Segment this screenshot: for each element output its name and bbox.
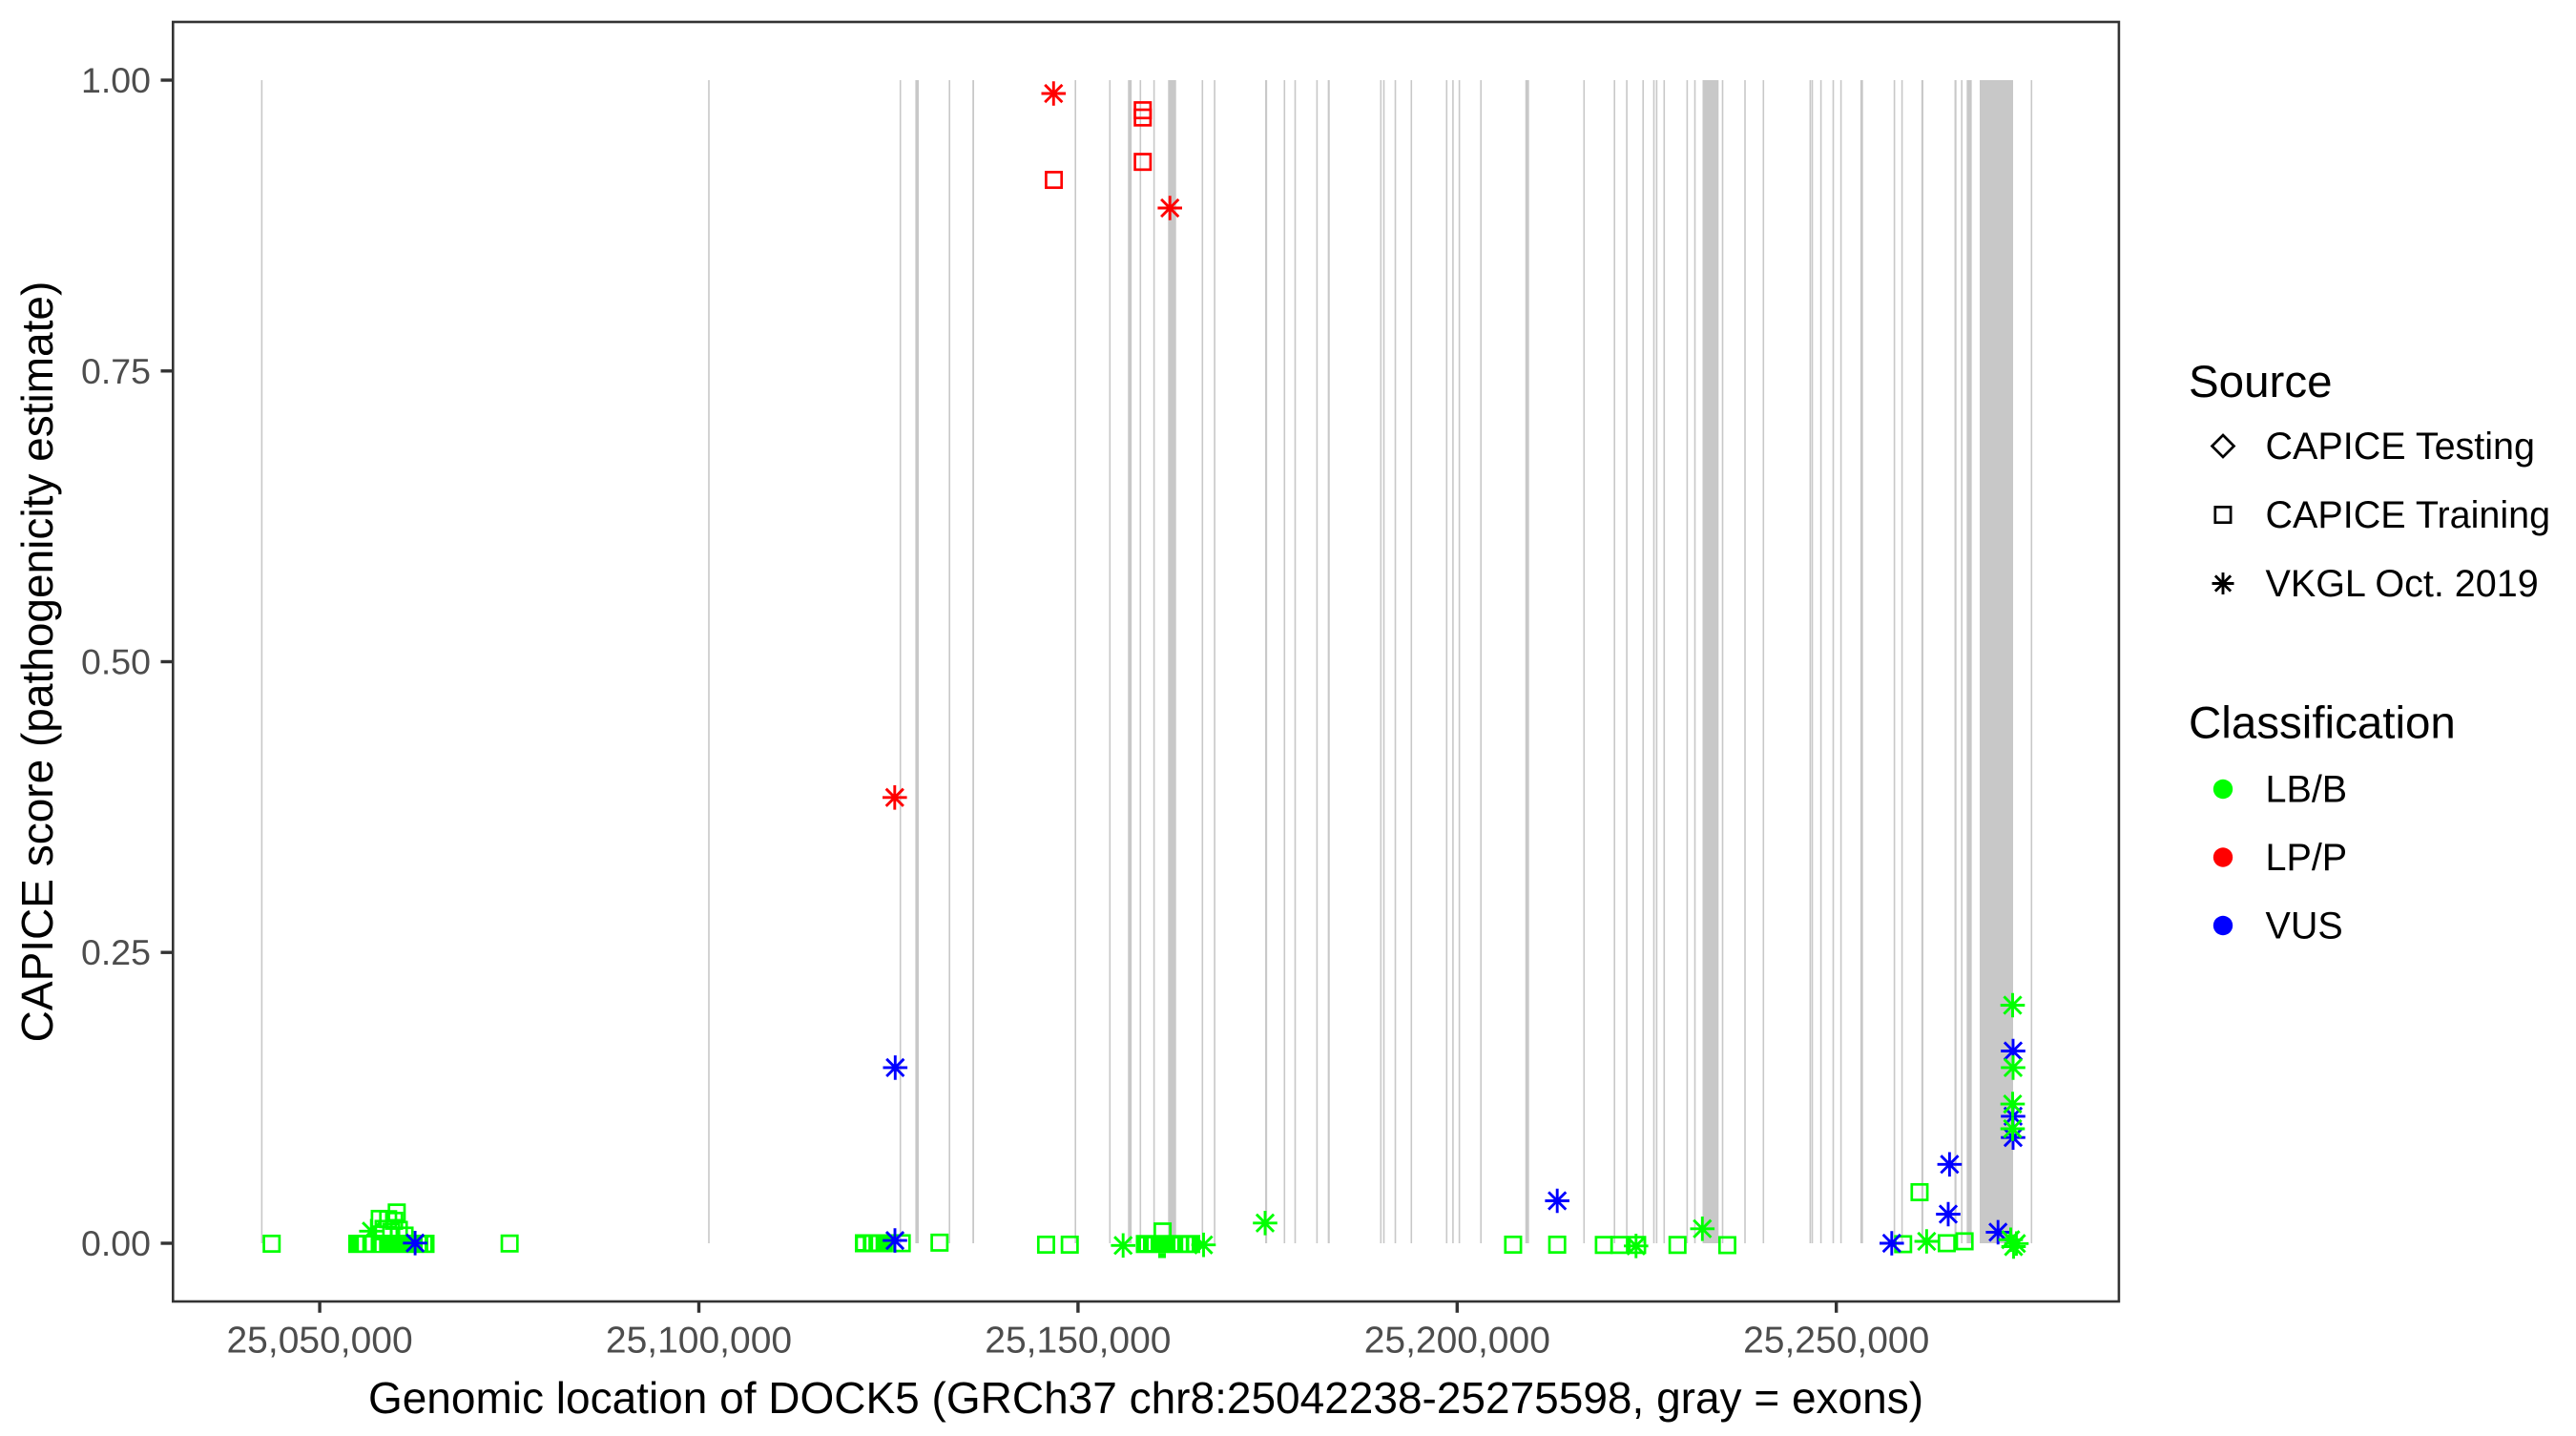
svg-text:25,150,000: 25,150,000 — [985, 1321, 1171, 1362]
svg-text:LP/P: LP/P — [2266, 837, 2348, 879]
svg-text:CAPICE score (pathogenicity es: CAPICE score (pathogenicity estimate) — [12, 281, 62, 1043]
svg-text:Classification: Classification — [2189, 698, 2456, 749]
svg-text:VUS: VUS — [2266, 905, 2343, 947]
svg-text:0.75: 0.75 — [81, 351, 151, 391]
svg-text:Genomic location of DOCK5 (GRC: Genomic location of DOCK5 (GRCh37 chr8:2… — [368, 1373, 1923, 1423]
svg-text:Source: Source — [2189, 357, 2333, 407]
svg-text:CAPICE Testing: CAPICE Testing — [2266, 426, 2535, 468]
svg-text:0.00: 0.00 — [81, 1223, 151, 1263]
svg-text:LB/B: LB/B — [2266, 769, 2348, 811]
svg-text:0.50: 0.50 — [81, 642, 151, 682]
svg-text:25,250,000: 25,250,000 — [1743, 1321, 1929, 1362]
svg-text:25,100,000: 25,100,000 — [606, 1321, 792, 1362]
svg-text:1.00: 1.00 — [81, 60, 151, 100]
svg-text:25,050,000: 25,050,000 — [226, 1321, 412, 1362]
svg-text:VKGL Oct. 2019: VKGL Oct. 2019 — [2266, 563, 2539, 605]
svg-text:CAPICE Training: CAPICE Training — [2266, 494, 2551, 536]
svg-text:0.25: 0.25 — [81, 932, 151, 972]
svg-text:25,200,000: 25,200,000 — [1364, 1321, 1550, 1362]
